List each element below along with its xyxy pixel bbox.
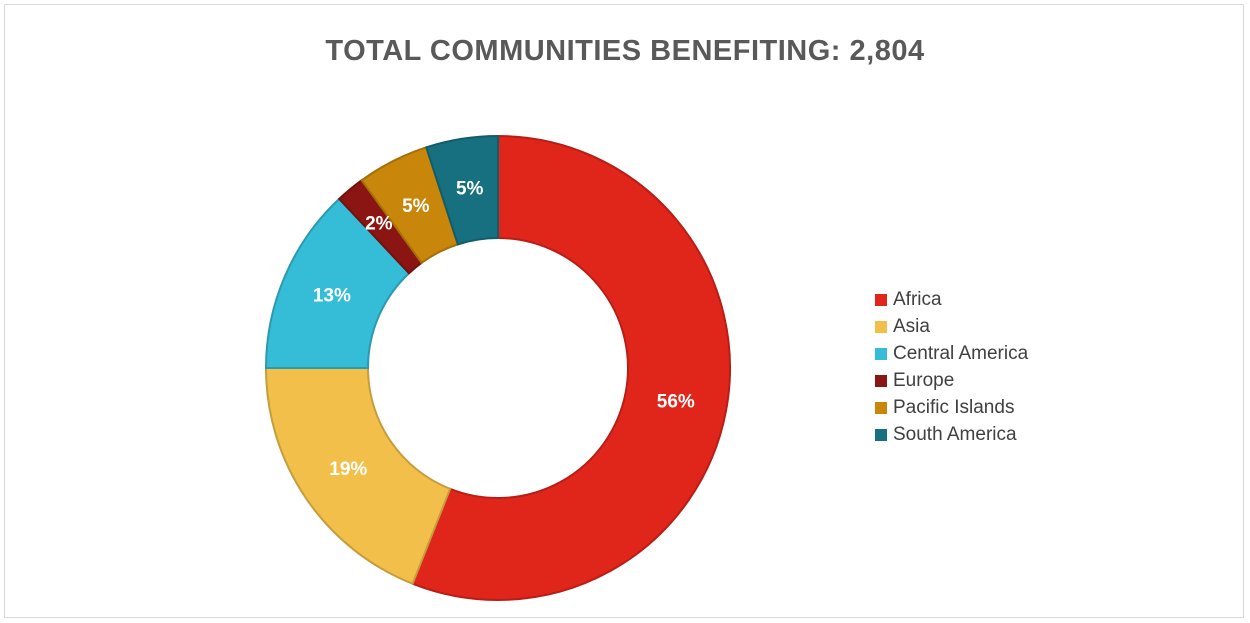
legend-item-pacific-islands: Pacific Islands xyxy=(875,394,1028,421)
legend-label: Europe xyxy=(893,369,955,391)
slice-africa xyxy=(411,134,731,601)
legend-label: Africa xyxy=(893,288,942,310)
legend-item-south-america: South America xyxy=(875,421,1028,448)
legend-item-asia: Asia xyxy=(875,313,1028,340)
legend-label: South America xyxy=(893,423,1017,445)
data-label-south-america: 5% xyxy=(456,179,484,200)
slice-south-america xyxy=(425,134,499,246)
data-label-europe: 2% xyxy=(365,213,393,234)
donut-slices xyxy=(264,134,731,601)
legend-swatch xyxy=(875,320,887,333)
legend-label: Central America xyxy=(893,342,1029,364)
legend-item-central-america: Central America xyxy=(875,340,1028,367)
legend-swatch xyxy=(875,293,887,306)
legend-label: Asia xyxy=(893,315,930,337)
legend-swatch xyxy=(875,347,887,360)
data-label-pacific-islands: 5% xyxy=(402,196,430,217)
legend-swatch xyxy=(875,401,887,414)
slice-asia xyxy=(264,367,452,586)
legend-swatch xyxy=(875,428,887,441)
chart-title: TOTAL COMMUNITIES BENEFITING: 2,804 xyxy=(325,35,925,67)
donut-labels: 56% 19% 13% 2% 5% 5% xyxy=(313,179,695,481)
data-label-asia: 19% xyxy=(329,459,367,480)
chart-legend: Africa Asia Central America Europe Pacific I… xyxy=(875,286,1028,448)
legend-label: Pacific Islands xyxy=(893,396,1015,418)
legend-item-europe: Europe xyxy=(875,367,1028,394)
legend-item-africa: Africa xyxy=(875,286,1028,313)
data-label-africa: 56% xyxy=(657,391,695,412)
data-label-central-america: 13% xyxy=(313,286,351,307)
legend-swatch xyxy=(875,374,887,387)
